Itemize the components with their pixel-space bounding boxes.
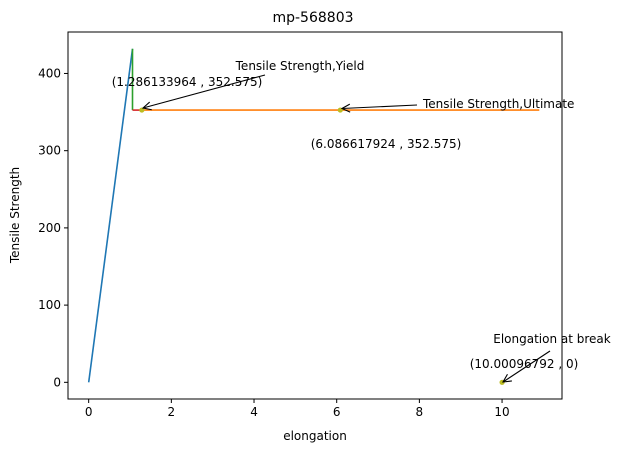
y-tick-label: 0 [53,375,61,389]
x-tick-label: 10 [494,405,509,419]
annotation-yield: Tensile Strength,Yield (1.286133964 , 35… [112,59,365,108]
x-tick-label: 2 [168,405,176,419]
annotation-yield-label: Tensile Strength,Yield [235,59,365,73]
annotation-break-coords: (10.00096792 , 0) [470,357,579,371]
plot-frame [67,31,563,400]
x-tick-label: 8 [416,405,424,419]
data-point-marker-3 [499,379,505,385]
x-axis: 0 2 4 6 8 10 [85,399,510,419]
chart-title: mp-568803 [272,10,353,26]
y-tick-label: 200 [38,221,61,235]
annotation-ultimate-arrow [342,105,418,109]
annotation-yield-arrow [143,74,266,108]
x-tick-label: 6 [333,405,341,419]
x-axis-label: elongation [283,429,347,443]
x-tick-label: 0 [85,405,93,419]
annotation-ultimate-label: Tensile Strength,Ultimate [422,97,574,111]
y-tick-label: 100 [38,298,61,312]
annotation-break: Elongation at break (10.00096792 , 0) [470,332,611,382]
annotation-ultimate: Tensile Strength,Ultimate (6.086617924 ,… [311,97,575,151]
y-tick-label: 300 [38,144,61,158]
y-axis-label: Tensile Strength [8,167,22,264]
series-line-1 [87,48,134,383]
y-axis: 0 100 200 300 400 [38,66,68,389]
y-tick-label: 400 [38,66,61,80]
annotation-break-arrow [503,350,551,382]
annotation-break-label: Elongation at break [493,332,611,346]
annotation-ultimate-coords: (6.086617924 , 352.575) [311,137,462,151]
x-tick-label: 4 [250,405,258,419]
